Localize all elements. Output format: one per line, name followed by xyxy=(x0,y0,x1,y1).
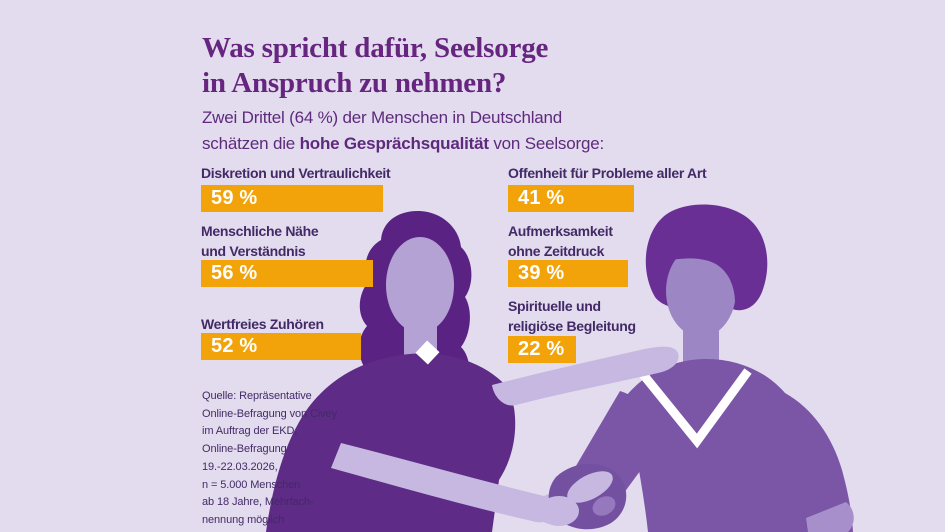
man-shirt xyxy=(626,358,819,532)
bar-value-aufmerksamkeit: 39 % xyxy=(518,262,565,284)
man-hair-fringe xyxy=(663,231,749,307)
bar-aufmerksamkeit: 39 % xyxy=(508,260,628,287)
bar-spirituell: 22 % xyxy=(508,336,576,363)
bar-naehe: 56 % xyxy=(201,260,373,287)
bar-label-zuhoeren: Wertfreies Zuhören xyxy=(201,316,324,332)
woman-lower-forearm xyxy=(331,443,555,523)
subtitle: Zwei Drittel (64 %) der Menschen in Deut… xyxy=(202,105,604,157)
handshake-thumb xyxy=(592,496,616,516)
woman-face xyxy=(386,237,454,333)
bar-value-zuhoeren: 52 % xyxy=(211,335,258,357)
bar-label-offenheit: Offenheit für Probleme aller Art xyxy=(508,165,707,181)
subtitle-line1: Zwei Drittel (64 %) der Menschen in Deut… xyxy=(202,108,563,127)
woman-fingers-over-hand xyxy=(567,471,613,503)
man-neck xyxy=(683,322,719,364)
bar-label-naehe: Menschliche Nähe und Verständnis xyxy=(201,223,319,259)
bar-diskretion: 59 % xyxy=(201,185,383,212)
clergy-collar-tab xyxy=(415,340,440,365)
man-far-arm xyxy=(785,393,853,532)
bar-label-spirituell: Spirituelle und religiöse Begleitung xyxy=(508,298,636,334)
source-note: Quelle: Repräsentative Online-Befragung … xyxy=(202,390,337,526)
bar-offenheit: 41 % xyxy=(508,185,634,212)
bar-value-naehe: 56 % xyxy=(211,262,258,284)
bar-zuhoeren: 52 % xyxy=(201,333,361,360)
page-title: Was spricht dafür, Seelsorge in Anspruch… xyxy=(202,31,548,101)
subtitle-line2: schätzen die hohe Gesprächsqualität von … xyxy=(202,134,604,153)
bar-value-offenheit: 41 % xyxy=(518,187,565,209)
man-far-hand xyxy=(806,502,854,532)
bar-label-aufmerksamkeit: Aufmerksamkeit ohne Zeitdruck xyxy=(508,223,613,259)
man-collar xyxy=(638,368,752,449)
bar-value-spirituell: 22 % xyxy=(518,338,565,360)
subtitle-bold-phrase: hohe Gesprächsqualität xyxy=(299,134,489,153)
page-title-line1: Was spricht dafür, Seelsorge xyxy=(202,32,549,64)
bar-value-diskretion: 59 % xyxy=(211,187,258,209)
bar-label-diskretion: Diskretion und Vertraulichkeit xyxy=(201,165,391,181)
page-title-line2: in Anspruch zu nehmen? xyxy=(202,67,507,99)
man-face xyxy=(666,245,736,337)
woman-upper-forearm xyxy=(492,346,679,406)
woman-palm xyxy=(539,496,579,526)
